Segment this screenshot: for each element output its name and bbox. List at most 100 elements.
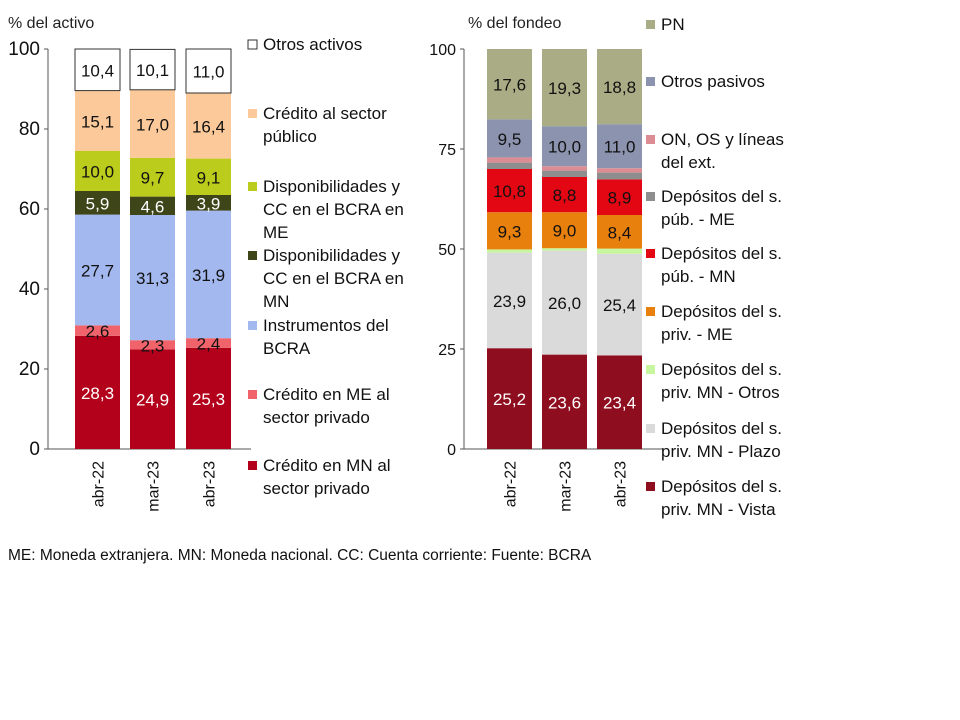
legend-label-depositos-del-s-pub-mn: púb. - MN <box>661 267 736 286</box>
legend-label-disponibilidades-y-cc-en-el-bcra-en-me: ME <box>263 223 289 242</box>
bar-segment-credito-en-me-al-sector-privado-abr-23 <box>186 338 231 348</box>
bar-segment-otros-pasivos-abr-22 <box>487 119 532 158</box>
y-tick-label: 50 <box>438 242 456 259</box>
legend-swatch-depositos-del-s-pub-mn <box>646 249 655 258</box>
data-label-instrumentos-del-bcra-mar-23: 31,3 <box>136 269 169 288</box>
bar-segment-disponibilidades-y-cc-en-el-bcra-en-mn-mar-23 <box>130 196 175 215</box>
legend-label-depositos-del-s-pub-me: Depósitos del s. <box>661 187 782 206</box>
bar-segment-depositos-del-s-priv-mn-plazo-abr-23 <box>597 253 642 356</box>
y-tick-label: 60 <box>19 199 40 220</box>
bar-segment-disponibilidades-y-cc-en-el-bcra-en-me-mar-23 <box>130 157 175 197</box>
data-label-otros-pasivos-abr-23: 11,0 <box>604 138 636 157</box>
y-axis-label-1: % del activo <box>8 15 94 32</box>
bar-segment-on-os-y-lineas-del-ext-abr-23 <box>597 168 642 173</box>
data-label-credito-al-sector-publico-abr-23: 16,4 <box>192 117 225 136</box>
data-label-depositos-del-s-priv-me-abr-23: 8,4 <box>608 223 632 242</box>
data-label-credito-en-me-al-sector-privado-abr-23: 2,4 <box>197 335 221 354</box>
data-label-depositos-del-s-priv-me-abr-22: 9,3 <box>498 222 522 241</box>
bar-segment-credito-en-me-al-sector-privado-abr-22 <box>75 325 120 336</box>
data-label-otros-pasivos-abr-22: 9,5 <box>498 130 522 149</box>
bar-segment-depositos-del-s-pub-me-mar-23 <box>542 170 587 177</box>
bar-segment-credito-en-mn-al-sector-privado-abr-22 <box>75 335 120 449</box>
y-tick-label: 75 <box>438 142 456 159</box>
data-label-instrumentos-del-bcra-abr-23: 31,9 <box>192 266 225 285</box>
data-label-depositos-del-s-priv-mn-vista-mar-23: 23,6 <box>548 393 581 412</box>
legend-swatch-credito-al-sector-publico <box>248 109 257 118</box>
legend-label-pn: PN <box>661 15 685 34</box>
legend-label-on-os-y-lineas-del-ext: ON, OS y líneas <box>661 130 784 149</box>
x-category-label: mar-23 <box>146 461 163 512</box>
data-label-otros-activos-abr-23: 11,0 <box>193 63 225 82</box>
bar-segment-depositos-del-s-pub-mn-abr-23 <box>597 179 642 215</box>
bar-segment-disponibilidades-y-cc-en-el-bcra-en-me-abr-22 <box>75 151 120 191</box>
y-axis-label-2: % del fondeo <box>468 15 562 32</box>
legend-label-otros-pasivos: Otros pasivos <box>661 72 765 91</box>
x-category-label: abr-23 <box>613 461 630 507</box>
bar-segment-depositos-del-s-pub-me-abr-22 <box>487 162 532 169</box>
data-label-credito-en-mn-al-sector-privado-abr-22: 28,3 <box>81 384 114 403</box>
legend-swatch-depositos-del-s-priv-me <box>646 307 655 316</box>
bar-segment-credito-al-sector-publico-abr-22 <box>75 90 120 151</box>
y-tick-label: 40 <box>19 279 40 300</box>
x-category-label: mar-23 <box>558 461 575 512</box>
x-category-label: abr-23 <box>202 461 219 507</box>
legend-label-disponibilidades-y-cc-en-el-bcra-en-mn: Disponibilidades y <box>263 246 401 265</box>
y-tick-label: 25 <box>438 342 456 359</box>
legend-label-depositos-del-s-priv-mn-otros: Depósitos del s. <box>661 360 782 379</box>
legend-swatch-depositos-del-s-pub-me <box>646 192 655 201</box>
data-label-credito-en-mn-al-sector-privado-mar-23: 24,9 <box>136 391 169 410</box>
bar-segment-otros-pasivos-abr-23 <box>597 124 642 169</box>
bar-segment-depositos-del-s-priv-mn-plazo-mar-23 <box>542 250 587 355</box>
legend-label-credito-al-sector-publico: público <box>263 127 317 146</box>
bar-segment-depositos-del-s-pub-mn-abr-22 <box>487 169 532 213</box>
legend-swatch-depositos-del-s-priv-mn-otros <box>646 365 655 374</box>
data-label-credito-en-me-al-sector-privado-abr-22: 2,6 <box>86 322 110 341</box>
legend-label-disponibilidades-y-cc-en-el-bcra-en-mn: MN <box>263 292 289 311</box>
bar-segment-depositos-del-s-priv-mn-vista-abr-22 <box>487 348 532 449</box>
data-label-disponibilidades-y-cc-en-el-bcra-en-me-mar-23: 9,7 <box>141 169 165 188</box>
bar-segment-depositos-del-s-priv-me-abr-23 <box>597 215 642 249</box>
legend-label-instrumentos-del-bcra: BCRA <box>263 339 311 358</box>
bar-segment-depositos-del-s-pub-me-abr-23 <box>597 172 642 180</box>
data-label-otros-pasivos-mar-23: 10,0 <box>548 138 581 157</box>
bar-segment-instrumentos-del-bcra-mar-23 <box>130 215 175 341</box>
legend-label-on-os-y-lineas-del-ext: del ext. <box>661 153 716 172</box>
legend-label-depositos-del-s-priv-mn-plazo: Depósitos del s. <box>661 419 782 438</box>
bar-segment-credito-en-me-al-sector-privado-mar-23 <box>130 340 175 350</box>
legend-label-depositos-del-s-pub-me: púb. - ME <box>661 210 735 229</box>
data-label-credito-al-sector-publico-mar-23: 17,0 <box>136 115 169 134</box>
bar-segment-disponibilidades-y-cc-en-el-bcra-en-mn-abr-22 <box>75 191 120 215</box>
data-label-instrumentos-del-bcra-abr-22: 27,7 <box>81 262 114 281</box>
data-label-disponibilidades-y-cc-en-el-bcra-en-mn-abr-23: 3,9 <box>197 194 221 213</box>
legend-label-credito-en-mn-al-sector-privado: sector privado <box>263 479 370 498</box>
bar-segment-depositos-del-s-priv-mn-otros-abr-22 <box>487 249 532 253</box>
bar-segment-instrumentos-del-bcra-abr-22 <box>75 214 120 326</box>
data-label-disponibilidades-y-cc-en-el-bcra-en-mn-abr-22: 5,9 <box>86 194 110 213</box>
legend-swatch-credito-en-mn-al-sector-privado <box>248 461 257 470</box>
bar-segment-depositos-del-s-priv-mn-vista-abr-23 <box>597 355 642 449</box>
bar-segment-disponibilidades-y-cc-en-el-bcra-en-me-abr-23 <box>186 158 231 195</box>
legend-label-depositos-del-s-priv-me: priv. - ME <box>661 325 732 344</box>
legend-label-depositos-del-s-priv-mn-vista: Depósitos del s. <box>661 477 782 496</box>
data-label-depositos-del-s-priv-mn-plazo-abr-22: 23,9 <box>493 292 526 311</box>
bar-segment-otros-activos-mar-23 <box>129 48 176 91</box>
bar-segment-pn-mar-23 <box>542 49 587 127</box>
legend-label-depositos-del-s-priv-mn-plazo: priv. MN - Plazo <box>661 442 781 461</box>
bar-segment-credito-al-sector-publico-mar-23 <box>130 89 175 158</box>
data-label-otros-activos-mar-23: 10,1 <box>136 61 169 80</box>
bar-segment-credito-al-sector-publico-abr-23 <box>186 93 231 159</box>
legend-swatch-otros-pasivos <box>646 77 655 86</box>
bar-segment-credito-en-mn-al-sector-privado-mar-23 <box>130 349 175 449</box>
bar-segment-otros-pasivos-mar-23 <box>542 126 587 167</box>
data-label-disponibilidades-y-cc-en-el-bcra-en-mn-mar-23: 4,6 <box>141 197 165 216</box>
data-label-disponibilidades-y-cc-en-el-bcra-en-me-abr-23: 9,1 <box>197 168 221 187</box>
legend-swatch-depositos-del-s-priv-mn-vista <box>646 482 655 491</box>
legend-swatch-otros-activos <box>247 39 258 50</box>
y-tick-label: 100 <box>8 39 40 60</box>
data-label-depositos-del-s-priv-mn-vista-abr-23: 23,4 <box>603 394 636 413</box>
bar-segment-depositos-del-s-priv-mn-otros-mar-23 <box>542 248 587 251</box>
bar-segment-instrumentos-del-bcra-abr-23 <box>186 210 231 339</box>
bar-segment-credito-en-mn-al-sector-privado-abr-23 <box>186 347 231 449</box>
legend-label-disponibilidades-y-cc-en-el-bcra-en-mn: CC en el BCRA en <box>263 269 404 288</box>
legend-label-credito-al-sector-publico: Crédito al sector <box>263 104 387 123</box>
